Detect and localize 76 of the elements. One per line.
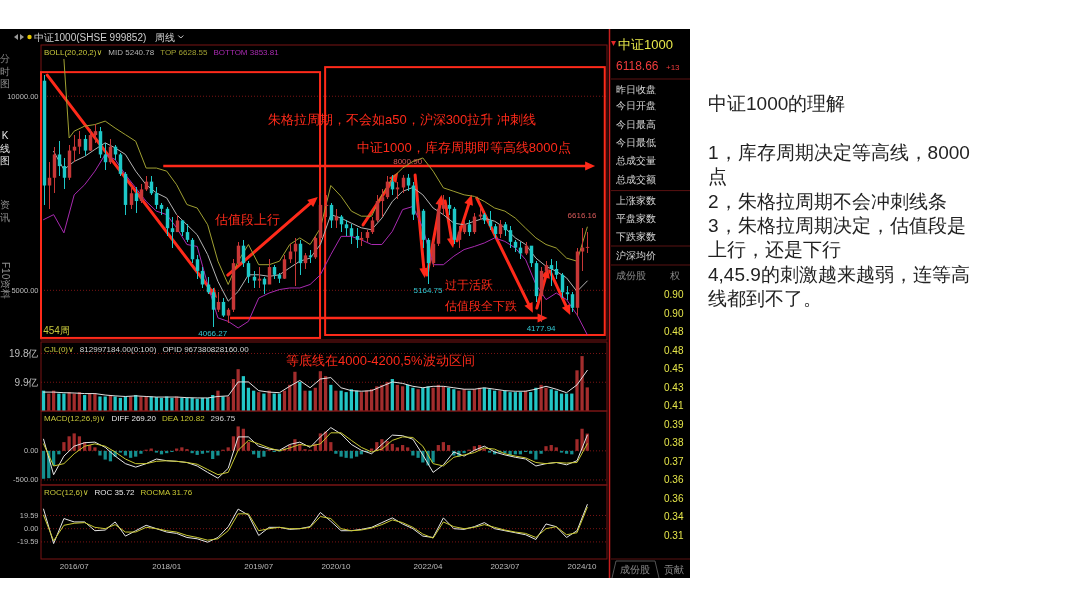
text: 资讯 [0,199,10,223]
annotation: 5164.75 [413,285,444,295]
text: 0.48 [664,344,684,356]
text: TOP 6628.55 [160,47,208,57]
annotation: 估值段上行 [213,212,280,228]
y-tick-label: 9.9亿 [14,376,39,388]
x-tick-label: 2020/10 [321,561,351,571]
text: 0.31 [664,529,684,541]
text: BOTTOM 3853.81 [213,47,280,57]
text: 1，库存周期决定等高线，8000点 [708,140,971,190]
text: 下跌家数 [616,230,656,242]
text: 0.39 [664,418,684,430]
text: 3，朱格拉周期决定，估值段是上行，还是下行 [708,214,967,263]
text: ROC 35.72 [94,487,136,497]
text: 0.43 [664,381,684,393]
annotation: 等底线在4000-4200,5%波动区间 [286,352,475,368]
x-tick-label: 2024/10 [567,561,598,571]
chart-title: 中证1000(SHSE 999852) [34,31,147,43]
text: 0.36 [664,492,684,504]
annotation: 6616.16 [567,210,598,220]
annotation: 8000.90 [393,156,423,166]
text: 0.48 [664,326,684,337]
chart-subtitle: 周线 [155,31,176,43]
text: 0.90 [664,307,684,319]
x-tick-label: 2023/07 [490,561,520,571]
text: 权 [669,269,680,281]
text: 0.36 [664,474,684,485]
annotation: OPID 967380828160.00 [162,344,250,354]
annotation: 4066.27 [198,328,228,338]
x-tick-label: 2016/07 [59,561,90,571]
text: 0.45 [664,363,684,374]
x-tick-label: 2018/01 [152,561,182,571]
legend-title: BOLL(20,20,2)∨ [44,47,103,57]
text: 总成交额 [615,173,656,185]
text: DIFF 269.20 [111,413,157,423]
legend-title: MACD(12,26,9)∨ [44,413,106,423]
text: 昨日收盘 [616,84,656,96]
text: 6118.66 [616,59,659,73]
text: 2，朱格拉周期不会冲刺线条 [708,189,948,214]
text: 4,45.9的刺激越来越弱，连等高线都到不了。 [708,262,971,312]
annotation: 4177.94 [526,324,557,334]
annotation: 296.75 [210,413,236,423]
text: 0.34 [664,511,684,522]
y-tick-label: 19.8亿 [9,347,39,359]
text: 中证1000的理解 [708,92,847,116]
text: 成份股 [620,564,650,575]
legend-title: CJL(0)∨ [44,344,74,354]
annotation: 估值段全下跌 [444,299,518,314]
text: 贡献 [664,564,684,575]
text: 沪深均价 [616,250,656,262]
text: 分时图 [0,53,10,89]
text: +13 [666,62,681,72]
x-tick-label: 2022/04 [413,561,444,571]
text: 今日最低 [616,136,656,148]
text: 中证1000 [618,36,673,52]
text: MID 5240.78 [108,47,155,57]
annotation: 454周 [43,325,70,337]
text: 今日开盘 [616,100,656,112]
text: 0.90 [664,289,684,300]
text: 0.41 [664,400,684,411]
text: F10资料 [0,262,11,300]
text: 上涨家数 [616,194,656,206]
text: 0.38 [664,437,684,448]
annotation: 过于活跃 [445,278,494,293]
text: 成份股 [616,269,646,281]
annotation: 中证1000，库存周期即等高线8000点 [356,140,571,156]
text: 0.37 [664,455,684,467]
text: 平盘家数 [616,212,656,224]
legend-title: ROC(12,6)∨ [44,487,89,497]
text: 总成交量 [615,155,656,166]
text: 今日最高 [616,118,656,130]
x-tick-label: 2019/07 [244,561,274,571]
annotation: 812997184.00(0:100) [79,344,157,354]
text: K线图 [0,130,10,166]
text: DEA 120.82 [161,413,206,423]
text: ROCMA 31.76 [140,487,193,497]
